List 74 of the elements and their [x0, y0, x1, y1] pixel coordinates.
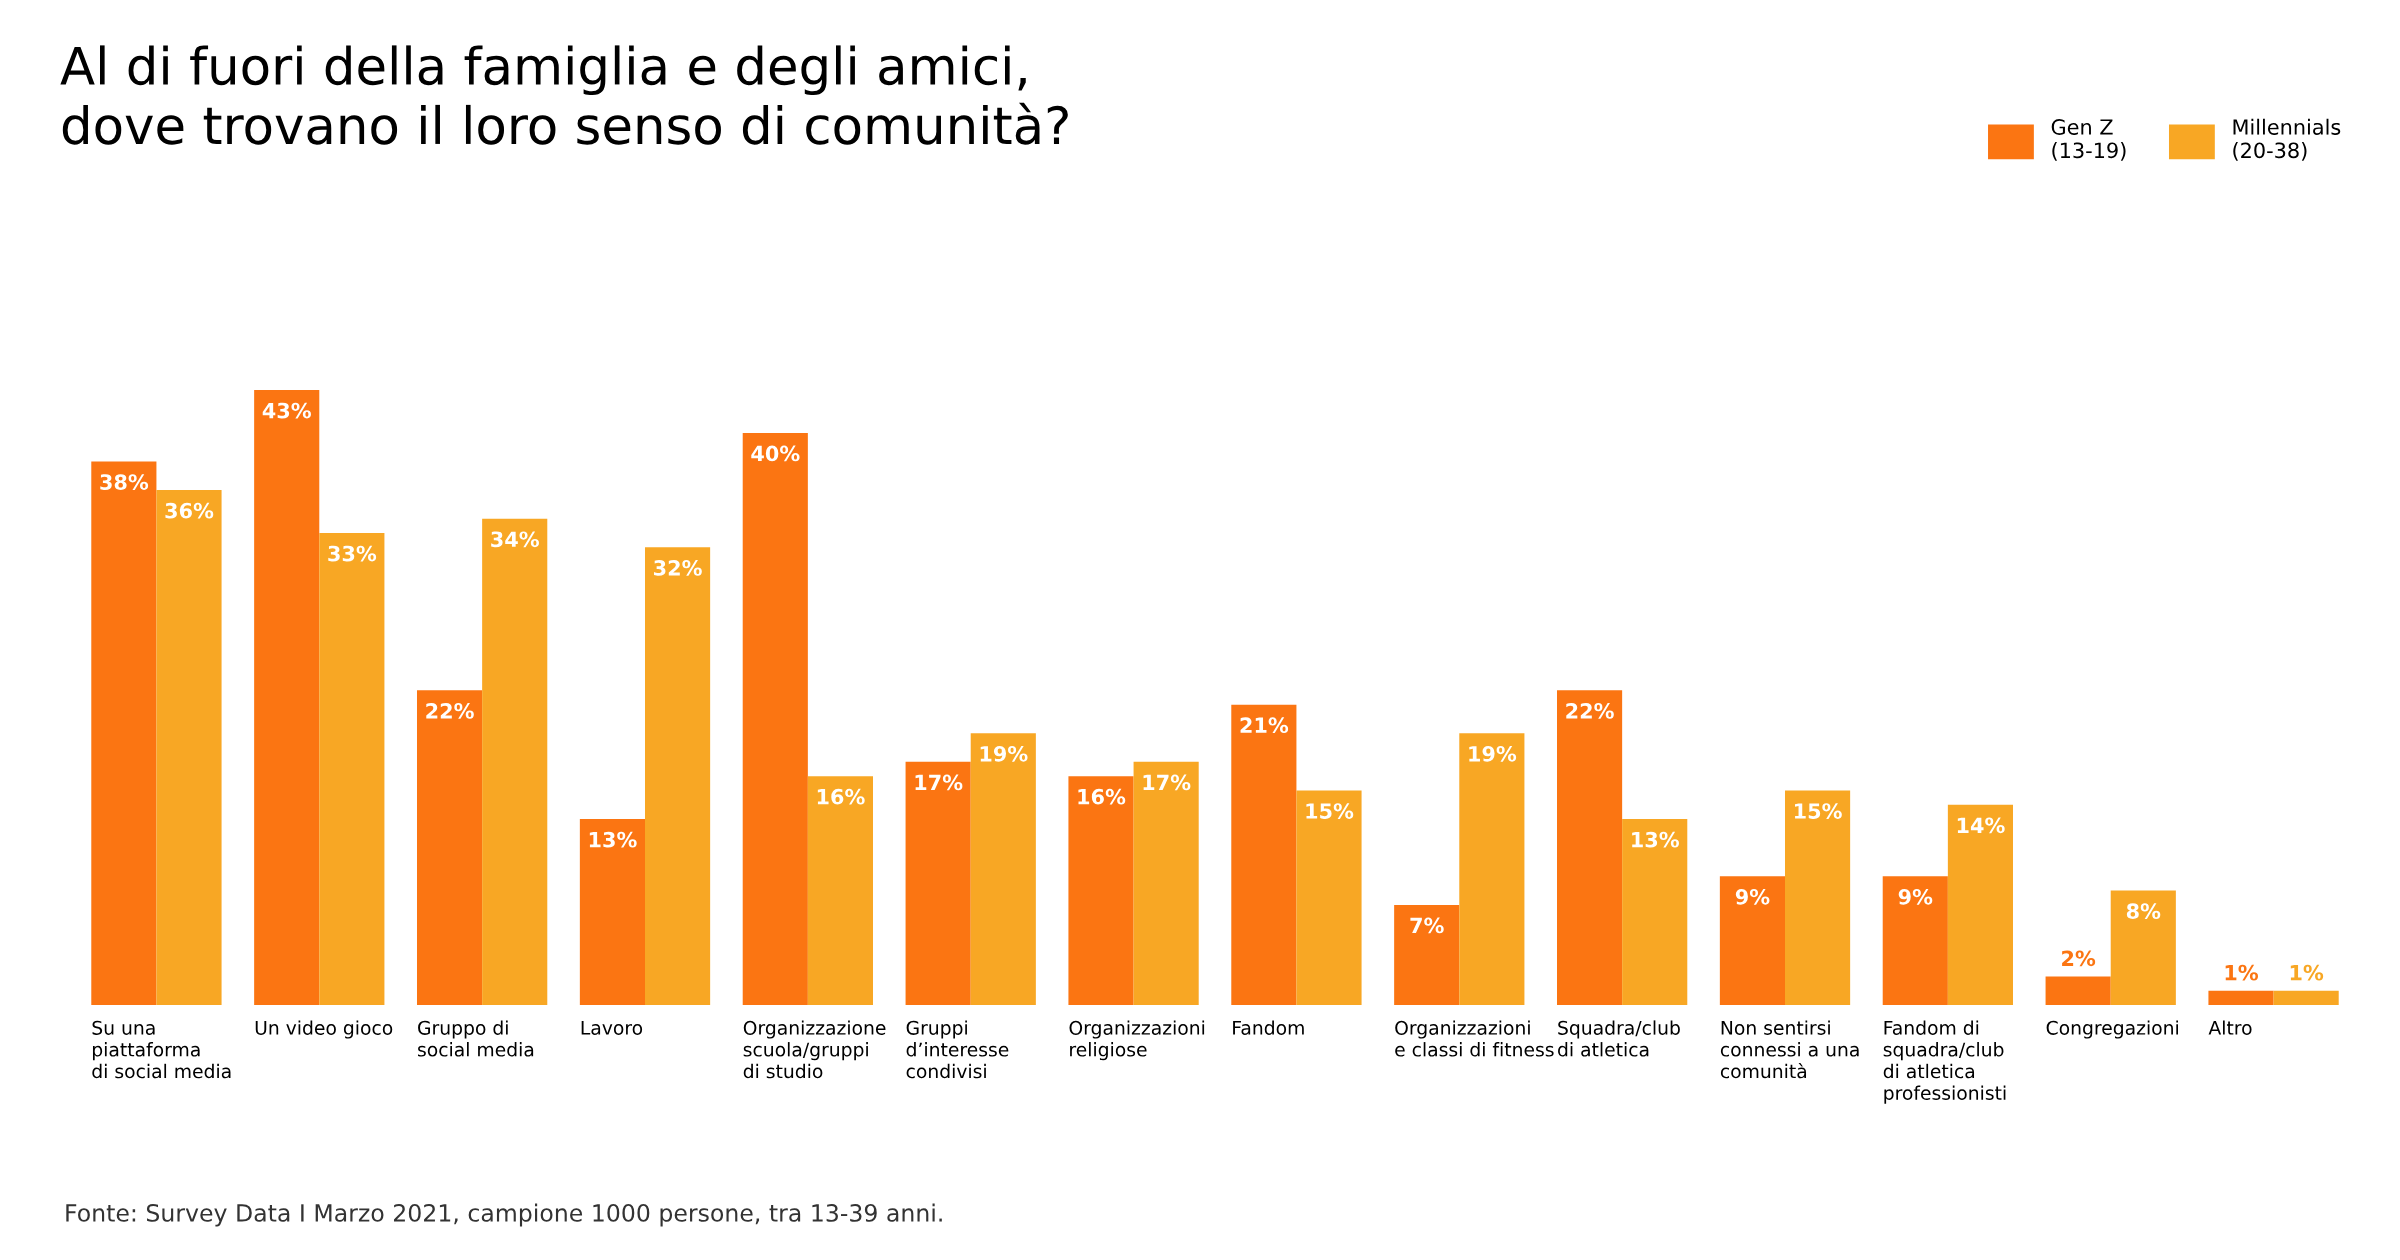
- bar: [579, 819, 645, 1005]
- bar: [254, 390, 320, 1005]
- x-tick-label: Fandom di squadra/club di atletica professionisti: [1883, 1020, 2006, 1104]
- data-label: 14%: [1957, 817, 2005, 834]
- chart-title: Al di fuori della famiglia e degli amici, dove trovano il loro senso di comunità?: [60, 45, 1068, 145]
- x-tick-label: Gruppo di social media: [418, 1020, 534, 1057]
- bar: [319, 533, 385, 1005]
- data-label: 43%: [262, 402, 311, 419]
- data-label: 16%: [1078, 788, 1126, 805]
- data-label: 15%: [1306, 803, 1354, 819]
- x-tick-label: Un video gioco: [255, 1020, 393, 1039]
- bar: [742, 432, 808, 1005]
- bar: [1882, 876, 1948, 1005]
- x-tick-label: Non sentirsi connessi a una comunità: [1720, 1020, 1859, 1079]
- x-tick-label: Altro: [2208, 1020, 2252, 1035]
- data-label: 22%: [426, 703, 474, 719]
- data-label: 19%: [980, 745, 1028, 762]
- data-label: 13%: [589, 831, 637, 848]
- bar: [905, 761, 971, 1005]
- bar: [1231, 704, 1297, 1005]
- bar: [417, 690, 483, 1005]
- data-label: 16%: [817, 788, 865, 805]
- data-label: 9%: [1735, 888, 1770, 905]
- legend-label: Millennials (20-38): [2233, 118, 2341, 161]
- bar: [1785, 790, 1851, 1005]
- data-label: 13%: [1632, 831, 1679, 848]
- data-label: 2%: [2062, 950, 2096, 967]
- bar: [1719, 876, 1785, 1005]
- x-tick-label: Organizzazioni religiose: [1069, 1020, 1205, 1061]
- data-label: 1%: [2290, 964, 2324, 981]
- bar: [970, 733, 1036, 1005]
- x-tick-label: Organizzazioni e classi di fitness: [1395, 1020, 1554, 1057]
- data-label: 1%: [2225, 964, 2259, 981]
- bar: [2110, 890, 2176, 1005]
- bar: [2045, 976, 2111, 1005]
- data-label: 9%: [1898, 888, 1933, 905]
- source-note: Fonte: Survey Data I Marzo 2021, campione 1000 persone, tra 13-39 anni.: [66, 1203, 942, 1227]
- bar: [1557, 690, 1623, 1005]
- bar: [1296, 790, 1362, 1005]
- data-label: 32%: [654, 559, 702, 576]
- data-label: 8%: [2126, 903, 2161, 920]
- data-label: 21%: [1240, 717, 1289, 734]
- data-label: 15%: [1794, 803, 1842, 819]
- x-tick-label: Su una piattaforma di social media: [92, 1020, 231, 1079]
- bar: [1622, 819, 1688, 1005]
- data-label: 22%: [1566, 703, 1614, 719]
- bar: [807, 776, 873, 1005]
- x-tick-label: Fandom: [1233, 1020, 1304, 1035]
- data-label: 19%: [1469, 745, 1517, 762]
- bar: [2208, 990, 2274, 1005]
- legend-label: Gen Z (13-19): [2051, 119, 2126, 161]
- bar: [482, 518, 548, 1005]
- data-label: 7%: [1410, 917, 1444, 934]
- data-label: 17%: [1143, 774, 1191, 791]
- data-label: 17%: [915, 774, 963, 791]
- x-tick-label: Squadra/club di atletica: [1558, 1020, 1680, 1057]
- bar: [1394, 904, 1460, 1005]
- bar: [1133, 761, 1199, 1005]
- bar: [156, 490, 222, 1005]
- bar: [645, 547, 711, 1005]
- data-label: 36%: [165, 502, 214, 519]
- bar: [1068, 776, 1134, 1005]
- data-label: 34%: [491, 531, 539, 548]
- x-tick-label: Gruppi d’interesse condivisi: [906, 1020, 1009, 1079]
- bar: [1947, 804, 2013, 1005]
- data-label: 38%: [100, 474, 149, 490]
- bar: [91, 461, 157, 1005]
- bar: [1459, 733, 1525, 1005]
- x-tick-label: Organizzazione scuola/gruppi di studio: [743, 1020, 886, 1079]
- bar: [2273, 990, 2339, 1005]
- x-tick-label: Lavoro: [581, 1020, 643, 1035]
- data-label: 33%: [328, 545, 377, 562]
- x-tick-label: Congregazioni: [2046, 1020, 2178, 1039]
- data-label: 40%: [751, 445, 800, 462]
